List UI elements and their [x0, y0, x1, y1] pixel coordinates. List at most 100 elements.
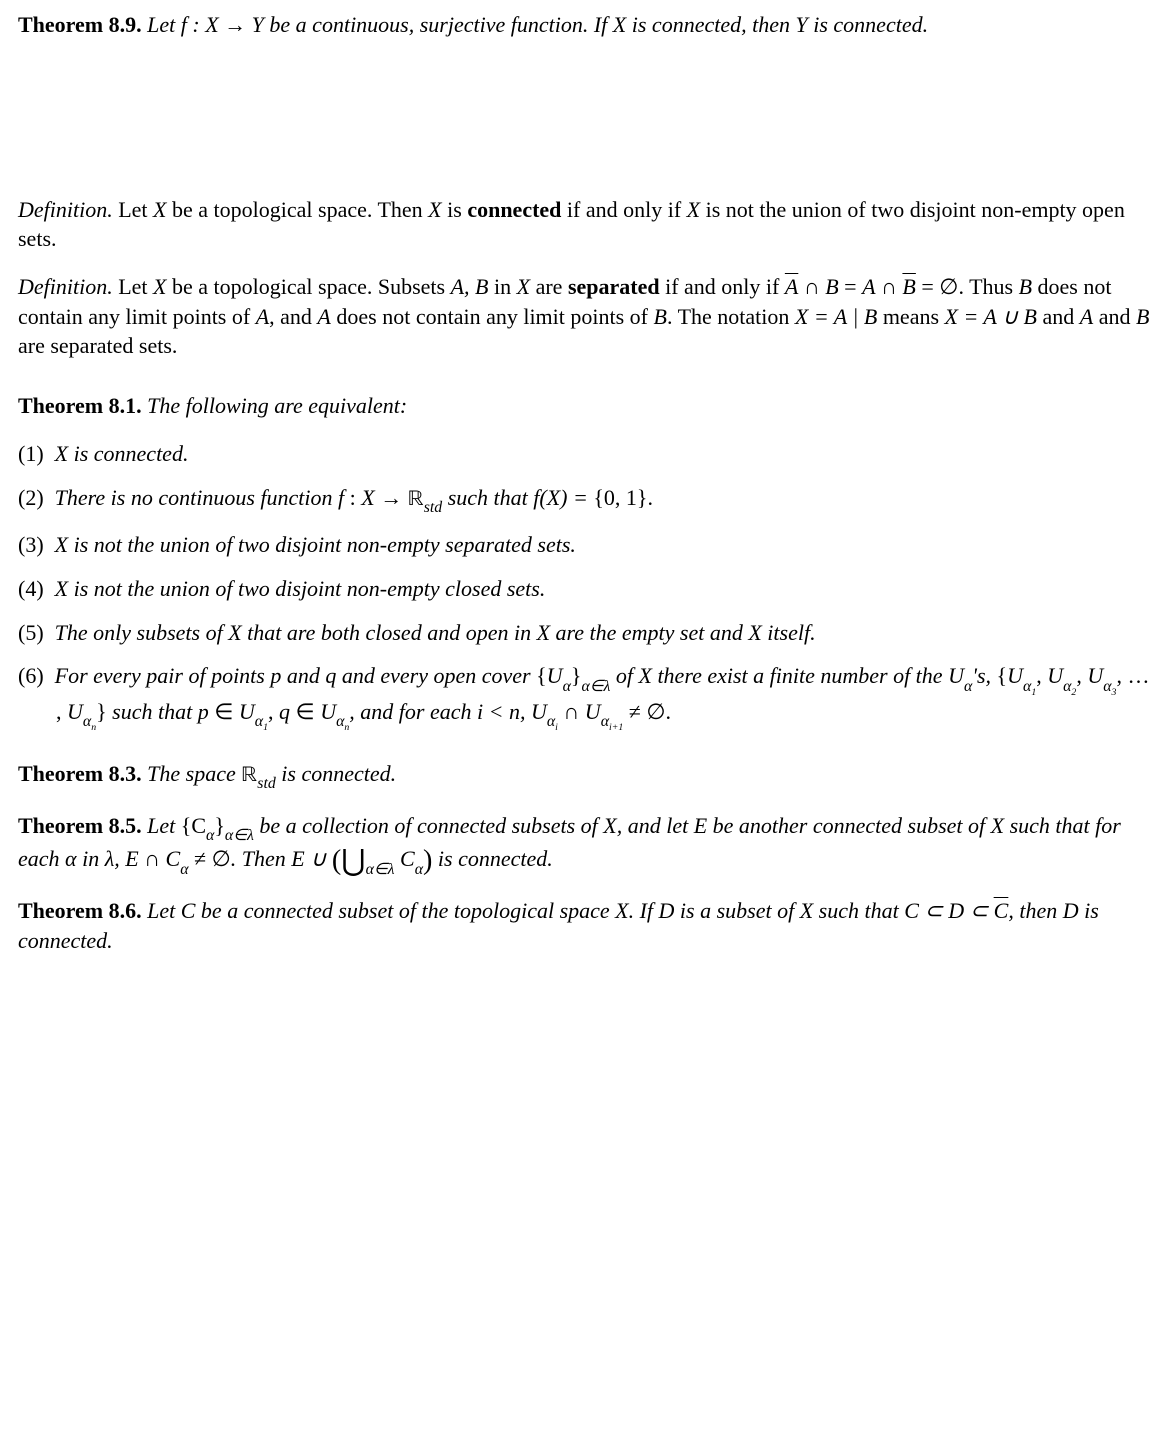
expr: C ⊂ D ⊂ [904, 898, 993, 923]
text: does not contain any limit points of [331, 304, 654, 329]
alpha: α [601, 713, 609, 730]
item-text: The only subsets of X that are both clos… [55, 620, 816, 645]
text: are separated sets. [18, 333, 177, 358]
text: of X there exist a finite number of the [610, 663, 948, 688]
theorem-label: Theorem 8.3. [18, 761, 142, 786]
n: 1 [263, 723, 268, 734]
text: be a topological space. Subsets [167, 274, 451, 299]
text: There is no continuous function [55, 485, 338, 510]
brace: } [214, 813, 225, 838]
var-u: U [1087, 663, 1103, 688]
sub-alpha: α [964, 678, 972, 695]
text: be a continuous, surjective function. If [264, 12, 613, 37]
item-text: X is connected. [55, 441, 189, 466]
var-b: B [1019, 274, 1032, 299]
text: if and only if [660, 274, 785, 299]
term-separated: separated [568, 274, 660, 299]
var-a: A [256, 304, 269, 329]
var-q: q [325, 663, 336, 688]
var-c: C [400, 846, 415, 871]
text: . The notation [667, 304, 795, 329]
text: Let [118, 274, 153, 299]
comma: , [1076, 663, 1087, 688]
op-eq: = [916, 274, 939, 299]
theorem-8-9: Theorem 8.9. Let f : X → Y be a continuo… [18, 10, 1150, 40]
op-ne: ≠ [623, 699, 646, 724]
var-x: X [361, 485, 374, 510]
item-number: (1) [18, 441, 44, 466]
var-b-bar: B [902, 274, 915, 299]
sub-alpha: α [415, 861, 423, 878]
sub: αn [336, 713, 349, 730]
theorem-8-3: Theorem 8.3. The space ℝstd is connected… [18, 759, 1150, 793]
text: and [1093, 304, 1136, 329]
list-item: (6) For every pair of points p and q and… [18, 661, 1150, 733]
sub: αi+1 [601, 713, 624, 730]
theorem-8-5: Theorem 8.5. Let {Cα}α∈λ be a collection… [18, 811, 1150, 879]
sub: αn [83, 713, 96, 730]
sub: αi [547, 713, 558, 730]
sub-idx: α∈λ [225, 827, 254, 844]
text: is connected. [808, 12, 928, 37]
var-u: U [1007, 663, 1023, 688]
var-p: p [270, 663, 281, 688]
list-item: (2) There is no continuous function f : … [18, 483, 1150, 517]
alpha: α [1103, 678, 1111, 695]
text: For every pair of points [55, 663, 271, 688]
var-p: p [198, 699, 209, 724]
var-a-bar: A [785, 274, 798, 299]
text: in [489, 274, 517, 299]
theorem-8-6: Theorem 8.6. Let C be a connected subset… [18, 896, 1150, 955]
emptyset: ∅ [212, 846, 231, 871]
theorem-body: Let {Cα}α∈λ be a collection of connected… [18, 813, 1121, 872]
term-connected: connected [467, 197, 561, 222]
paren-open: ( [332, 845, 341, 876]
var-x: X [153, 197, 166, 222]
var-x: X [153, 274, 166, 299]
notation2: X = A ∪ B [945, 304, 1037, 329]
var-x: X [613, 12, 626, 37]
sub: α2 [1063, 678, 1076, 695]
item-number: (2) [18, 485, 44, 510]
item-number: (6) [18, 663, 44, 688]
brace: } [571, 663, 582, 688]
emptyset: ∅ [939, 274, 958, 299]
var-a: A [862, 274, 875, 299]
var-u: U [1047, 663, 1063, 688]
op-to: → [375, 485, 408, 510]
definition-connected: Definition. Let X be a topological space… [18, 195, 1150, 254]
text: is connected. [276, 761, 396, 786]
text: The space [147, 761, 241, 786]
var-u: U [67, 699, 83, 724]
set-open: {C [181, 813, 206, 838]
text: 's, [972, 663, 996, 688]
n: 3 [1112, 687, 1117, 698]
list-item: (4) X is not the union of two disjoint n… [18, 574, 1150, 604]
theorem-label: Theorem 8.5. [18, 813, 142, 838]
text: means [877, 304, 944, 329]
theorem-label: Theorem 8.6. [18, 898, 142, 923]
text: be a topological space. Then [167, 197, 429, 222]
paren-close: ) [423, 845, 432, 876]
var-b: B [1136, 304, 1149, 329]
var-x: X [687, 197, 700, 222]
op-ne: ≠ [189, 846, 212, 871]
comma: , [268, 699, 279, 724]
text: Let [147, 12, 181, 37]
text: i < n, [477, 699, 531, 724]
equivalence-list: (1) X is connected. (2) There is no cont… [18, 439, 1150, 733]
text: Let [118, 197, 153, 222]
text: → [219, 12, 252, 37]
n: 1 [1031, 687, 1036, 698]
emptyset: ∅. [646, 699, 671, 724]
var-u: U [239, 699, 255, 724]
text: and [1037, 304, 1080, 329]
expr: f(X) = [533, 485, 593, 510]
text: is connected, then [626, 12, 795, 37]
text: and [281, 663, 325, 688]
text: such that [107, 699, 198, 724]
alpha: α [255, 713, 263, 730]
n: n [91, 723, 96, 734]
text: if and only if [561, 197, 686, 222]
text: : [344, 485, 361, 510]
